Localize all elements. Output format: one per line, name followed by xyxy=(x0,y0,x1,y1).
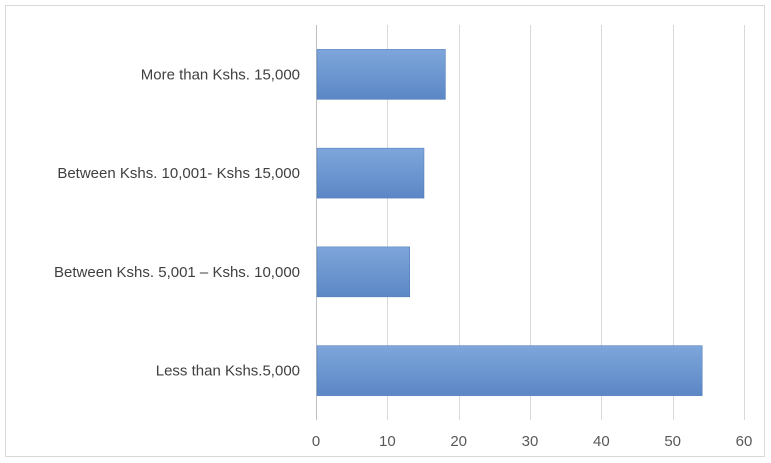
x-tick-label: 50 xyxy=(664,433,681,450)
x-tick-labels: 0 10 20 30 40 50 60 xyxy=(312,433,753,450)
bar xyxy=(316,49,446,100)
category-label: Between Kshs. 10,001- Kshs 15,000 xyxy=(57,165,300,182)
x-tick-label: 30 xyxy=(522,433,539,450)
category-labels: Less than Kshs.5,000 Between Kshs. 5,001 … xyxy=(54,66,300,379)
x-tick-label: 10 xyxy=(379,433,396,450)
x-tick-label: 0 xyxy=(312,433,320,450)
x-tick-label: 60 xyxy=(736,433,753,450)
x-tick-label: 20 xyxy=(450,433,467,450)
category-label: Between Kshs. 5,001 – Kshs. 10,000 xyxy=(54,264,300,281)
x-tick-label: 40 xyxy=(593,433,610,450)
bar xyxy=(316,246,410,298)
bar xyxy=(316,345,703,396)
bar xyxy=(316,147,425,199)
category-label: More than Kshs. 15,000 xyxy=(141,66,300,83)
bars xyxy=(316,49,703,396)
category-label: Less than Kshs.5,000 xyxy=(156,363,300,380)
